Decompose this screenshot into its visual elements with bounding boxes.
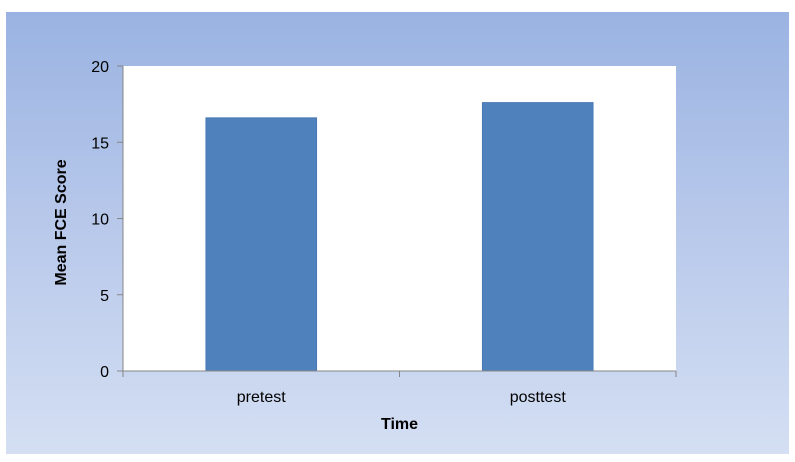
x-axis-title: Time [381,416,418,433]
bars [205,102,594,372]
y-tick-label: 10 [91,212,109,229]
bar-posttest [481,102,594,372]
y-axis-ticks: 0 5 10 15 20 [91,59,123,381]
y-tick-label: 20 [91,59,109,76]
x-tick-label: posttest [510,389,567,406]
x-axis-ticks: pretest posttest [122,371,677,406]
y-tick-label: 0 [100,364,109,381]
y-tick-label: 5 [100,288,109,305]
y-tick-label: 15 [91,135,109,152]
y-axis-title: Mean FCE Score [53,159,70,285]
bar-pretest [205,117,318,372]
x-tick-label: pretest [237,389,286,406]
